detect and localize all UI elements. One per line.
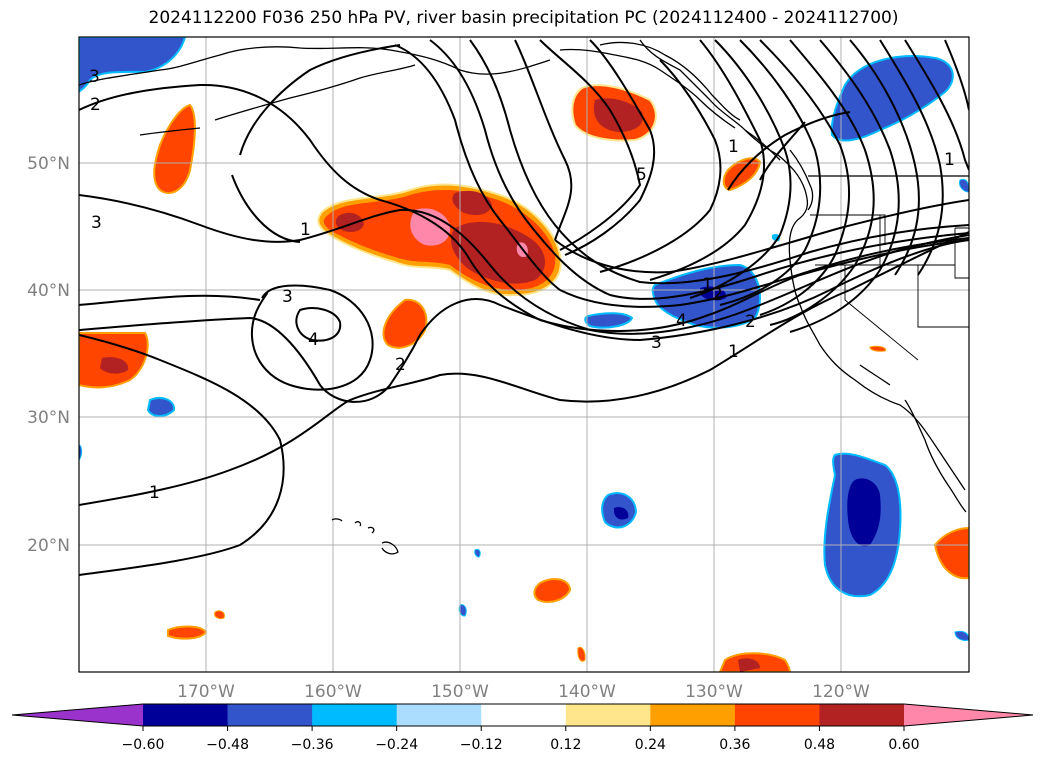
contour-label: 3: [91, 213, 102, 233]
pv-contour-1: [79, 231, 969, 506]
contour-label: 1: [728, 137, 739, 157]
pv-contour-2: [79, 239, 969, 403]
lon-label: 170°W: [177, 682, 235, 702]
contour-label: 1: [300, 220, 311, 240]
contour-label: 4: [676, 311, 687, 331]
pv-contour-3: [79, 194, 969, 335]
precip-blob-positive: [382, 298, 428, 349]
pv-contour-4: [295, 307, 342, 342]
lon-label: 130°W: [685, 682, 743, 702]
precip-blob-positive: [153, 103, 196, 195]
colorbar-extend-min: [12, 704, 143, 726]
contour-label: 3: [651, 333, 662, 353]
colorbar-segment: [143, 704, 229, 726]
pv-contour-5: [514, 39, 969, 274]
contour-label: 4: [308, 330, 319, 350]
lon-label: 160°W: [304, 682, 362, 702]
pv-contour-labels: 3 2 3 1 3 4 2 5 1 1 2 3 4 1 1 2 1: [89, 67, 955, 503]
contour-label: 3: [282, 287, 293, 307]
colorbar-segment: [650, 704, 736, 726]
pv-contour-1: [79, 334, 285, 576]
precip-blob-negative: [830, 55, 954, 142]
contour-label: 1: [702, 275, 713, 295]
lat-label: 30°N: [27, 408, 70, 428]
contour-label: 1: [728, 342, 739, 362]
contour-label: 2: [395, 355, 406, 375]
lat-label: 50°N: [27, 154, 70, 174]
longitude-labels: 170°W 160°W 150°W 140°W 130°W 120°W: [177, 682, 870, 702]
pv-contour-3: [79, 284, 374, 391]
coastlines: [79, 39, 969, 555]
precip-shading: [79, 37, 969, 672]
precip-blob-positive: [533, 578, 572, 603]
colorbar-tick-label: 0.36: [719, 737, 750, 753]
pv-contour-2: [79, 83, 969, 332]
colorbar-segment: [565, 704, 651, 726]
colorbar-segment: [312, 704, 398, 726]
colorbar-tick-label: −0.12: [460, 737, 503, 753]
lon-label: 150°W: [431, 682, 489, 702]
colorbar-tick-label: 0.48: [804, 737, 835, 753]
colorbar-tick-label: 0.24: [635, 737, 666, 753]
graticule: [79, 37, 969, 672]
lat-label: 20°N: [27, 536, 70, 556]
pv-contours: [79, 39, 969, 576]
latitude-labels: 50°N 40°N 30°N 20°N: [27, 154, 70, 556]
colorbar-tick-label: −0.36: [291, 737, 334, 753]
precip-blob-negative: [584, 312, 634, 329]
contour-label: 2: [745, 312, 756, 332]
colorbar-segment: [396, 704, 482, 726]
colorbar-tick-label: 0.60: [888, 737, 919, 753]
precip-blob-negative: [79, 37, 187, 93]
colorbar-tick-label: −0.48: [206, 737, 249, 753]
lon-label: 140°W: [558, 682, 616, 702]
colorbar-segment: [481, 704, 567, 726]
lon-label: 120°W: [812, 682, 870, 702]
colorbar-segment: [734, 704, 820, 726]
lat-label: 40°N: [27, 281, 70, 301]
contour-label: 2: [712, 285, 723, 305]
colorbar-tick-label: 0.12: [550, 737, 581, 753]
colorbar-segment: [819, 704, 905, 726]
contour-label: 5: [636, 165, 647, 185]
colorbar-segment: [227, 704, 313, 726]
map-frame: [78, 36, 970, 673]
contour-label: 2: [90, 95, 101, 115]
contour-label: 3: [89, 67, 100, 87]
colorbar-tick-label: −0.24: [375, 737, 418, 753]
precip-blob-positive: [167, 625, 208, 640]
pv-contour-1: [904, 39, 969, 171]
contour-label: 1: [944, 150, 955, 170]
colorbar-extend-max: [904, 704, 1033, 726]
precip-blob-positive: [933, 526, 969, 580]
colorbar: −0.60 −0.48 −0.36 −0.24 −0.12 0.12 0.24 0.36 0.4…: [11, 703, 1034, 753]
map-title: 2024112200 F036 250 hPa PV, river basin …: [148, 8, 899, 28]
contour-label: 1: [149, 483, 160, 503]
colorbar-tick-label: −0.60: [122, 737, 165, 753]
map-area: 3 2 3 1 3 4 2 5 1 1 2 3 4 1 1 2 1: [79, 37, 969, 672]
